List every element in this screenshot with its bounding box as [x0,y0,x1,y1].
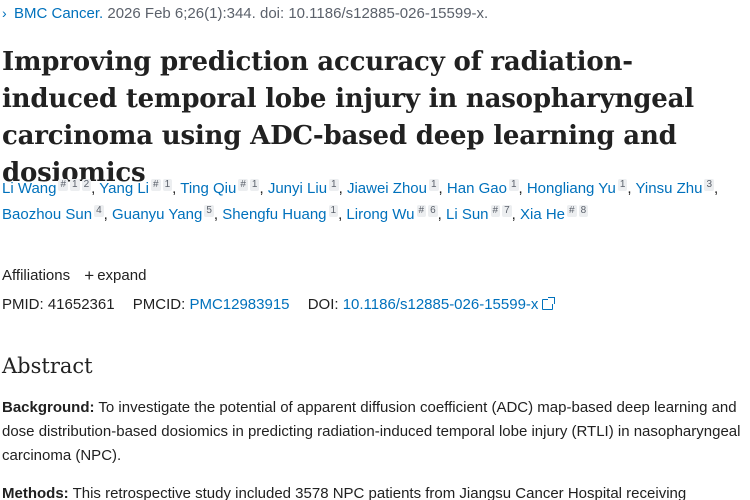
abstract-methods: Methods: This retrospective study includ… [2,482,742,500]
equal-contribution-marker[interactable]: # [416,205,427,217]
author-item: Shengfu Huang 1 [222,205,339,223]
pmid-value: 41652361 [47,296,115,313]
abstract-heading: Abstract [2,354,93,378]
author-name-link[interactable]: Guanyu Yang [111,206,203,223]
author-separator: , [259,180,268,197]
author-name-link[interactable]: Baozhou Sun [2,206,93,223]
equal-contribution-marker[interactable]: # [490,205,501,217]
identifiers-row: PMID: 41652361 PMCID: PMC12983915 DOI: 1… [2,295,556,315]
equal-contribution-marker[interactable]: # [151,179,161,191]
equal-contribution-marker[interactable]: # [567,205,577,217]
author-separator: , [103,206,112,223]
doi-link[interactable]: 10.1186/s12885-026-15599-x [342,296,539,313]
author-item: Baozhou Sun 4 [2,205,104,223]
affiliation-number[interactable]: 4 [94,205,104,217]
author-item: Ting Qiu #1 [180,179,260,197]
author-separator: , [213,206,223,223]
methods-label: Methods: [2,485,69,500]
background-text: To investigate the potential of apparent… [2,399,741,464]
author-separator: , [437,206,446,223]
author-name-link[interactable]: Lirong Wu [346,206,415,223]
chevron-right-icon: › [2,5,7,21]
author-name-link[interactable]: Xia He [520,206,566,223]
equal-contribution-marker[interactable]: # [238,179,248,191]
author-name-link[interactable]: Junyi Liu [267,180,328,197]
journal-link[interactable]: BMC Cancer. [14,5,104,22]
author-separator: , [511,206,520,223]
affiliation-number[interactable]: 1 [328,205,339,217]
affiliation-number[interactable]: 2 [81,179,92,191]
affiliation-number[interactable]: 1 [617,179,628,191]
pmcid-link[interactable]: PMC12983915 [189,296,290,313]
background-label: Background: [2,399,95,416]
equal-contribution-marker[interactable]: # [58,179,69,191]
journal-citation: › BMC Cancer. 2026 Feb 6;26(1):344. doi: … [2,4,488,23]
pmid-label: PMID: [2,296,44,313]
expand-label: expand [97,267,147,284]
author-separator: , [714,180,719,197]
doi-label: DOI: [307,296,339,313]
affiliation-number[interactable]: 6 [428,205,438,217]
author-separator: , [91,180,100,197]
external-link-icon [542,297,556,310]
affiliation-number[interactable]: 3 [704,179,714,191]
author-separator: , [172,180,181,197]
citation-details: 2026 Feb 6;26(1):344. doi: 10.1186/s1288… [103,5,489,22]
methods-text: This retrospective study included 3578 N… [72,485,687,500]
author-name-link[interactable]: Jiawei Zhou [346,180,427,197]
author-separator: , [338,180,347,197]
affiliations-row: Affiliations + expand [2,266,146,286]
author-list: Li Wang #1 2, Yang Li #1, Ting Qiu #1, Junyi… [2,176,742,228]
author-name-link[interactable]: Hongliang Yu [526,180,616,197]
author-name-link[interactable]: Ting Qiu [180,180,237,197]
affiliation-number[interactable]: 1 [70,179,80,191]
author-item: Li Wang #1 2 [2,179,92,197]
author-separator: , [627,180,636,197]
affiliation-number[interactable]: 8 [578,205,589,217]
author-item: Jiawei Zhou 1 [346,179,439,197]
affiliation-number[interactable]: 1 [162,179,173,191]
author-name-link[interactable]: Li Sun [445,206,489,223]
author-item: Junyi Liu 1 [267,179,339,197]
author-name-link[interactable]: Yinsu Zhu [635,180,703,197]
author-separator: , [438,180,447,197]
author-separator: , [338,206,347,223]
affiliation-number[interactable]: 1 [329,179,339,191]
author-item: Xia He #8 [520,205,589,223]
article-title: Improving prediction accuracy of radiati… [2,47,694,188]
affiliation-number[interactable]: 1 [428,179,439,191]
author-name-link[interactable]: Han Gao [446,180,507,197]
pmcid-label: PMCID: [132,296,186,313]
author-name-link[interactable]: Yang Li [99,180,150,197]
abstract-background: Background: To investigate the potential… [2,396,742,468]
author-item: Han Gao 1 [446,179,519,197]
affiliations-expand-button[interactable]: + expand [84,266,146,286]
author-item: Lirong Wu #6 [346,205,438,223]
affiliations-label: Affiliations [2,267,71,284]
affiliation-number[interactable]: 1 [249,179,260,191]
author-item: Guanyu Yang 5 [111,205,214,223]
author-item: Yinsu Zhu 3 [635,179,714,197]
author-item: Li Sun #7 [445,205,512,223]
author-name-link[interactable]: Shengfu Huang [222,206,327,223]
affiliation-number[interactable]: 5 [204,205,214,217]
author-item: Hongliang Yu 1 [526,179,628,197]
affiliation-number[interactable]: 7 [502,205,512,217]
author-item: Yang Li #1 [99,179,173,197]
plus-icon: + [84,266,95,285]
author-name-link[interactable]: Li Wang [2,180,57,197]
author-separator: , [518,180,527,197]
affiliation-number[interactable]: 1 [508,179,519,191]
